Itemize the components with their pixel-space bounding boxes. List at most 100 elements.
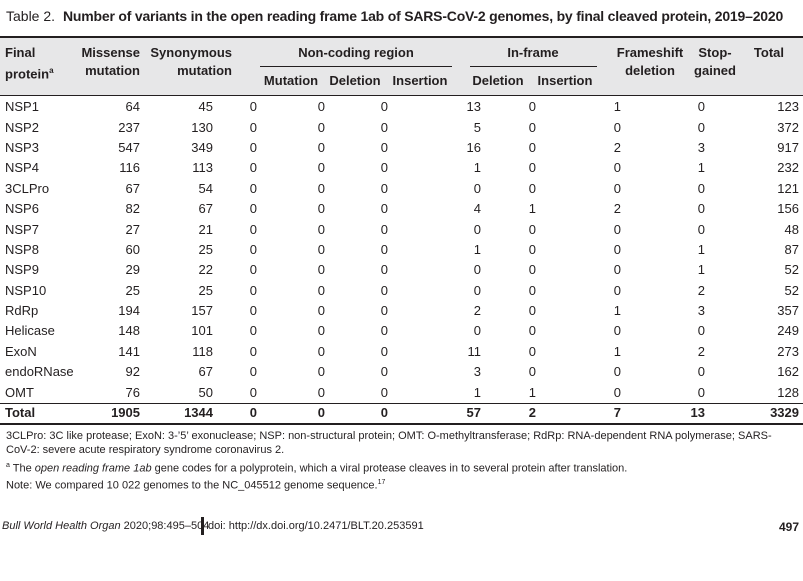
value-cell: 2 xyxy=(697,343,705,359)
value-cell: 0 xyxy=(528,343,536,359)
value-cell: 29 xyxy=(125,262,140,278)
value-cell: 1 xyxy=(473,241,481,257)
header-inframe-group: In-frame xyxy=(507,45,559,60)
footnote-note-text: Note: We compared 10 022 genomes to the … xyxy=(6,479,378,492)
value-cell: 13 xyxy=(690,405,705,421)
header-noncoding-deletion: Deletion xyxy=(329,73,381,88)
value-cell: 92 xyxy=(125,364,140,380)
value-cell: 3 xyxy=(697,303,705,319)
value-cell: 0 xyxy=(380,364,388,380)
value-cell: 1 xyxy=(613,99,621,115)
value-cell: 116 xyxy=(119,160,140,176)
value-cell: 0 xyxy=(249,405,257,421)
value-cell: 0 xyxy=(697,119,705,135)
value-cell: 0 xyxy=(249,241,257,257)
value-cell: 0 xyxy=(317,160,325,176)
value-cell: 25 xyxy=(125,282,140,298)
value-cell: 0 xyxy=(528,139,536,155)
value-cell: 2 xyxy=(473,303,481,319)
table-label: Table 2. xyxy=(6,8,56,24)
value-cell: 0 xyxy=(249,384,257,400)
header-final-line1: Final xyxy=(5,45,36,60)
value-cell: 0 xyxy=(249,221,257,237)
value-cell: 3329 xyxy=(770,405,799,421)
value-cell: 130 xyxy=(191,119,213,135)
value-cell: 0 xyxy=(613,221,621,237)
value-cell: 194 xyxy=(118,303,140,319)
header-synonymous-line1: Synonymous xyxy=(150,45,232,60)
value-cell: 547 xyxy=(118,139,140,155)
protein-cell: RdRp xyxy=(5,303,39,319)
value-cell: 0 xyxy=(317,384,325,400)
value-cell: 0 xyxy=(613,282,621,298)
value-cell: 0 xyxy=(317,364,325,380)
value-cell: 0 xyxy=(317,201,325,217)
value-cell: 0 xyxy=(528,303,536,319)
value-cell: 0 xyxy=(380,405,388,421)
value-cell: 917 xyxy=(777,139,799,155)
table-row: NSP9 29 22 0 0 0 0 0 0 1 52 xyxy=(0,260,803,280)
value-cell: 0 xyxy=(317,282,325,298)
value-cell: 0 xyxy=(380,343,388,359)
value-cell: 0 xyxy=(249,139,257,155)
value-cell: 0 xyxy=(613,262,621,278)
value-cell: 0 xyxy=(473,282,481,298)
protein-cell: NSP2 xyxy=(5,119,39,135)
table-title: Number of variants in the open reading f… xyxy=(63,8,784,24)
value-cell: 237 xyxy=(118,119,140,135)
value-cell: 0 xyxy=(249,180,257,196)
value-cell: 101 xyxy=(191,323,213,339)
table-row: Helicase 148 101 0 0 0 0 0 0 0 249 xyxy=(0,321,803,341)
value-cell: 123 xyxy=(777,99,799,115)
inframe-group-rule xyxy=(470,66,597,67)
header-noncoding-group: Non-coding region xyxy=(298,45,414,60)
value-cell: 1 xyxy=(528,384,536,400)
doi-link[interactable]: doi: http://dx.doi.org/10.2471/BLT.20.25… xyxy=(208,520,424,532)
footnote-a: a The open reading frame 1ab gene codes … xyxy=(6,459,796,476)
value-cell: 2 xyxy=(613,201,621,217)
value-cell: 148 xyxy=(118,323,140,339)
value-cell: 0 xyxy=(613,119,621,135)
value-cell: 3 xyxy=(473,364,481,380)
value-cell: 0 xyxy=(317,99,325,115)
value-cell: 67 xyxy=(198,364,213,380)
header-final-line2: proteina xyxy=(5,62,75,83)
header-frameshift-line1: Frameshift xyxy=(616,45,684,60)
header-final-text: protein xyxy=(5,66,50,82)
value-cell: 162 xyxy=(777,364,799,380)
protein-cell: endoRNase xyxy=(5,364,74,380)
journal-name: Bull World Health Organ xyxy=(2,520,121,532)
table-row: NSP4 116 113 0 0 0 1 0 0 1 232 xyxy=(0,158,803,178)
total-rule xyxy=(0,403,803,404)
value-cell: 11 xyxy=(467,343,482,359)
footnote-a-pre: The xyxy=(12,462,35,475)
value-cell: 0 xyxy=(249,119,257,135)
value-cell: 0 xyxy=(613,323,621,339)
header-synonymous-line2: mutation xyxy=(177,63,232,78)
header-missense-line2: mutation xyxy=(85,63,140,78)
value-cell: 7 xyxy=(613,405,621,421)
value-cell: 0 xyxy=(380,303,388,319)
value-cell: 357 xyxy=(777,303,799,319)
value-cell: 0 xyxy=(528,160,536,176)
value-cell: 0 xyxy=(380,160,388,176)
value-cell: 0 xyxy=(249,99,257,115)
value-cell: 0 xyxy=(697,99,705,115)
value-cell: 1 xyxy=(613,343,621,359)
value-cell: 21 xyxy=(198,221,213,237)
top-rule xyxy=(0,36,803,38)
value-cell: 0 xyxy=(380,241,388,257)
value-cell: 0 xyxy=(380,262,388,278)
header-stop-line1: Stop- xyxy=(698,45,732,60)
value-cell: 67 xyxy=(198,201,213,217)
value-cell: 1 xyxy=(473,384,481,400)
value-cell: 64 xyxy=(125,99,140,115)
value-cell: 0 xyxy=(317,221,325,237)
page-footer: Bull World Health Organ 2020;98:495–504 … xyxy=(0,517,803,537)
value-cell: 0 xyxy=(473,180,481,196)
value-cell: 156 xyxy=(777,201,799,217)
value-cell: 0 xyxy=(249,303,257,319)
header-missense-line1: Missense xyxy=(81,45,140,60)
header-inframe-deletion: Deletion xyxy=(472,73,524,88)
value-cell: 113 xyxy=(192,160,213,176)
